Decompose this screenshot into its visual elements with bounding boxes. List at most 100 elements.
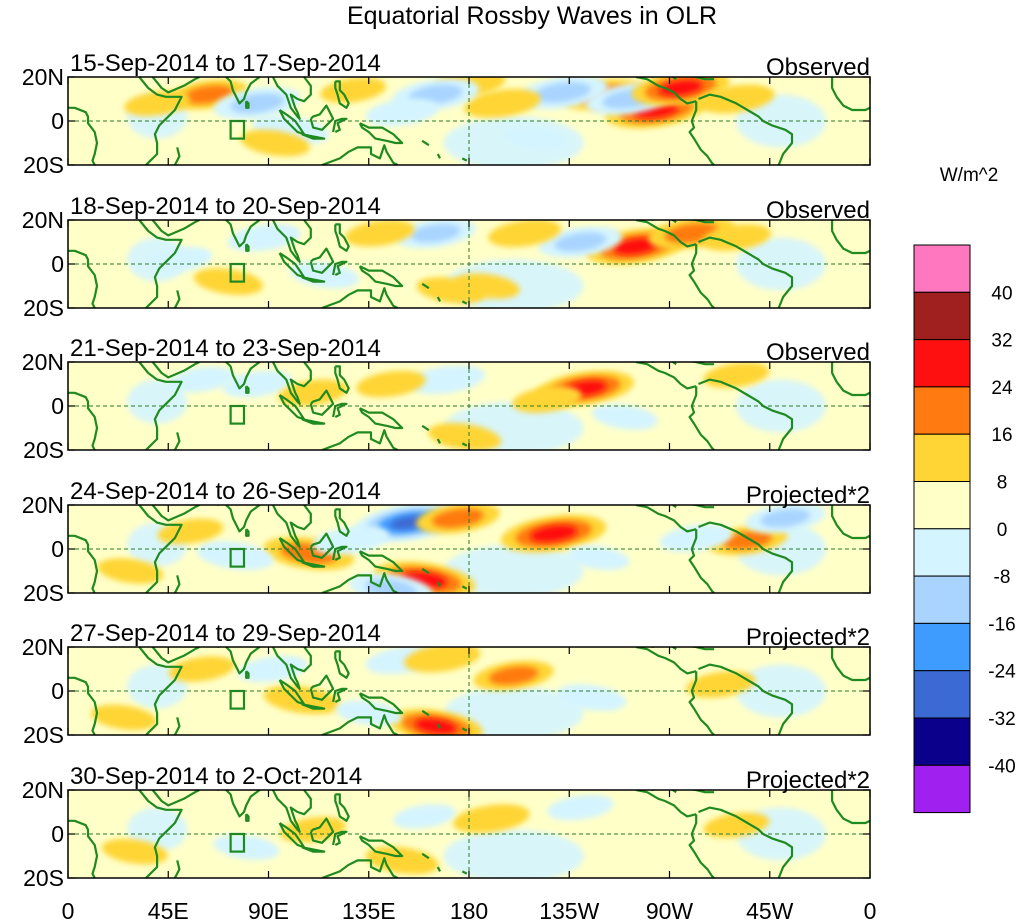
coastlines bbox=[68, 77, 870, 165]
weak-anomaly bbox=[127, 379, 188, 424]
coastline bbox=[245, 100, 250, 109]
coastline bbox=[358, 265, 404, 288]
panel-1: 20N 0 20S 15-Sep-2014 to 17-Sep-2014 Observe… bbox=[22, 50, 871, 178]
anomaly-blob bbox=[97, 558, 164, 584]
coastline bbox=[635, 647, 697, 675]
anomaly-blob bbox=[567, 545, 630, 570]
anomaly-blob bbox=[193, 268, 264, 295]
coastline bbox=[421, 282, 430, 290]
coastline bbox=[245, 528, 250, 537]
anomaly-blob bbox=[453, 804, 530, 834]
coastline bbox=[461, 585, 468, 590]
coastline bbox=[688, 671, 715, 735]
coastline bbox=[688, 386, 715, 450]
panel-date-range: 15-Sep-2014 to 17-Sep-2014 bbox=[70, 50, 381, 77]
colorbar-level-label: -16 bbox=[988, 614, 1015, 635]
y-tick-label: 20N bbox=[22, 207, 64, 233]
coastline bbox=[421, 424, 430, 432]
panel-6: 20N 0 20S 30-Sep-2014 to 2-Oct-2014 Projecte… bbox=[22, 763, 871, 891]
panel-4: 20N 0 20S 24-Sep-2014 to 26-Sep-2014 Project… bbox=[22, 478, 871, 606]
coastline bbox=[688, 362, 715, 366]
panel-date-range: 21-Sep-2014 to 23-Sep-2014 bbox=[70, 335, 381, 362]
y-tick-label: 20N bbox=[22, 634, 64, 660]
coastline bbox=[358, 692, 404, 715]
coastline bbox=[334, 365, 350, 394]
panel-kind: Observed bbox=[766, 54, 870, 81]
anomaly-blob bbox=[345, 220, 415, 247]
coastline bbox=[217, 505, 261, 533]
coastline bbox=[436, 153, 441, 159]
coastline bbox=[309, 817, 335, 844]
coastline bbox=[358, 407, 404, 430]
anomaly-blob bbox=[592, 404, 658, 430]
anomaly-blob bbox=[240, 129, 310, 157]
weak-anomaly bbox=[443, 686, 584, 735]
x-tick-label: 45W bbox=[746, 898, 794, 924]
colorbar-level-label: -8 bbox=[994, 567, 1011, 588]
colorbar-level-label: -24 bbox=[988, 662, 1016, 683]
panel-kind: Projected*2 bbox=[746, 624, 870, 651]
coastline bbox=[461, 157, 468, 162]
y-tick-label: 20S bbox=[23, 437, 64, 463]
coastline bbox=[301, 418, 326, 425]
coastline bbox=[309, 532, 335, 559]
coastline bbox=[151, 77, 200, 94]
coastline bbox=[830, 647, 870, 682]
colorbar-swatch bbox=[913, 528, 971, 577]
anomaly-blob bbox=[414, 718, 457, 734]
coastline bbox=[688, 814, 715, 878]
panel-date-range: 24-Sep-2014 to 26-Sep-2014 bbox=[70, 478, 381, 505]
anomaly-blob bbox=[101, 838, 168, 865]
coastline bbox=[688, 220, 715, 224]
anomaly-blob bbox=[703, 812, 770, 838]
anomaly-blob bbox=[320, 77, 387, 103]
chart-title: Equatorial Rossby Waves in OLR bbox=[347, 2, 717, 30]
colorbar-units: W/m^2 bbox=[940, 165, 999, 186]
coastline bbox=[68, 676, 99, 735]
y-tick-label: 20S bbox=[23, 722, 64, 748]
anomaly-blob bbox=[356, 370, 426, 398]
colorbar-level-label: -40 bbox=[988, 756, 1015, 777]
coastline bbox=[301, 133, 326, 140]
colorbar-level-label: 8 bbox=[997, 473, 1008, 494]
colorbar-swatch bbox=[913, 433, 971, 483]
anomaly-blob bbox=[701, 224, 772, 251]
colorbar-swatch bbox=[913, 244, 971, 293]
x-tick-label: 135E bbox=[342, 898, 396, 924]
y-tick-label: 20S bbox=[23, 580, 64, 606]
coastline bbox=[461, 870, 468, 875]
coastline bbox=[151, 790, 200, 807]
anomaly-blob bbox=[365, 98, 439, 127]
y-tick-label: 20S bbox=[23, 865, 64, 891]
coastline bbox=[334, 650, 350, 679]
coastline bbox=[461, 442, 468, 447]
coastline bbox=[272, 77, 312, 120]
colorbar-swatch bbox=[913, 291, 971, 341]
coastline bbox=[635, 220, 697, 248]
coastline bbox=[301, 703, 326, 710]
y-tick-label: 0 bbox=[51, 821, 64, 847]
anomaly-blob bbox=[698, 84, 775, 114]
coastline bbox=[461, 727, 468, 732]
colorbar-swatch bbox=[913, 717, 971, 766]
anomaly-blob bbox=[512, 386, 582, 413]
y-tick-label: 20N bbox=[22, 349, 64, 375]
weak-anomaly bbox=[443, 544, 584, 593]
coastline bbox=[138, 647, 183, 735]
coastline bbox=[173, 575, 181, 593]
coastline bbox=[334, 508, 350, 537]
anomaly-blob bbox=[410, 223, 461, 243]
coastline bbox=[688, 647, 715, 651]
coastline bbox=[173, 290, 181, 308]
coastline bbox=[309, 247, 335, 274]
coastline bbox=[151, 505, 200, 522]
coastline bbox=[272, 790, 312, 833]
anomaly-field bbox=[127, 220, 826, 308]
x-tick-label: 0 bbox=[864, 898, 877, 924]
coastline bbox=[334, 793, 350, 822]
coastline bbox=[830, 505, 870, 540]
coastline bbox=[217, 790, 261, 818]
coastline bbox=[321, 857, 399, 878]
coastline bbox=[68, 249, 99, 308]
y-tick-label: 0 bbox=[51, 108, 64, 134]
